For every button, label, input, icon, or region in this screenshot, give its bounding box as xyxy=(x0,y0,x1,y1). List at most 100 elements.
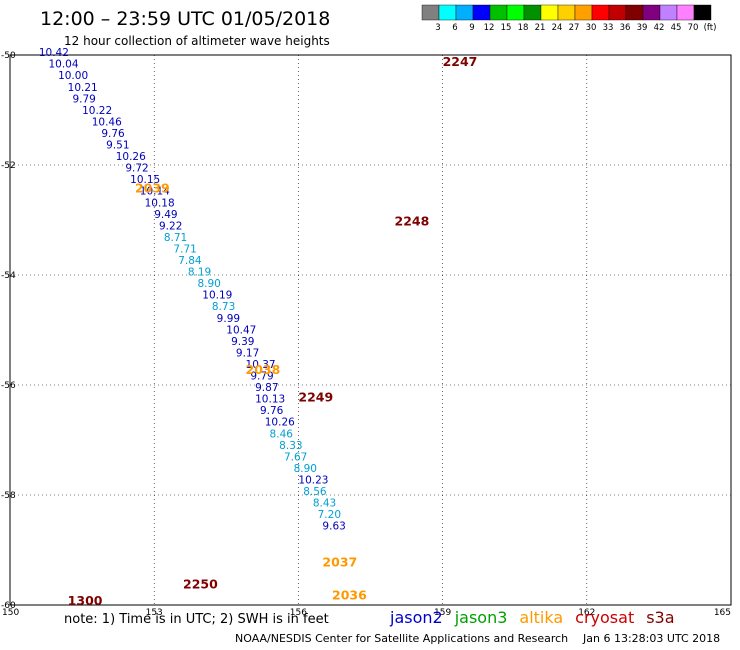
grid-lines xyxy=(10,55,731,605)
y-tick-label: -52 xyxy=(1,161,16,171)
time-label: 2249 xyxy=(298,390,333,405)
data-point-label: 7.20 xyxy=(318,509,341,521)
data-point-label: 9.99 xyxy=(217,313,240,325)
x-tick-label: 150 xyxy=(2,608,19,618)
time-label: 2037 xyxy=(322,555,357,570)
legend-label: 6 xyxy=(452,23,457,33)
legend-swatch xyxy=(693,4,712,21)
legend-swatch xyxy=(676,4,695,21)
data-point-label: 10.22 xyxy=(82,105,112,117)
data-point-label: 8.33 xyxy=(279,440,302,452)
time-label: 2036 xyxy=(332,588,367,603)
plot-area: 150 153 156 159 162 165 -50 -52 -54 -56 -58 -60 10.… xyxy=(1,47,732,618)
data-point-label: 9.79 xyxy=(250,371,273,383)
x-tick-label: 153 xyxy=(146,608,163,618)
legend-label: 70 xyxy=(688,23,699,33)
time-label: 2247 xyxy=(443,54,478,69)
data-point-label: 8.46 xyxy=(270,428,294,440)
satellite-legend: jason2 jason3 altika cryosat s3a xyxy=(389,608,675,627)
data-point-label: 10.13 xyxy=(255,394,285,406)
satellite-legend-item: s3a xyxy=(646,608,674,627)
legend-swatch xyxy=(523,4,542,21)
axis-tick-labels: 150 153 156 159 162 165 -50 -52 -54 -56 -58 -60 xyxy=(1,51,731,618)
legend-swatch xyxy=(625,4,644,21)
data-point-label: 9.87 xyxy=(255,382,278,394)
data-point-label: 10.00 xyxy=(58,70,88,82)
time-label: 2039 xyxy=(135,181,170,196)
data-point-label: 10.04 xyxy=(48,59,78,71)
data-point-label: 10.26 xyxy=(265,417,295,429)
data-point-label: 9.76 xyxy=(260,405,284,417)
data-point-label: 9.72 xyxy=(125,163,148,175)
legend-swatch xyxy=(659,4,678,21)
color-legend: 3 6 9 12 15 18 21 24 27 30 33 36 39 42 45 70 (ft) xyxy=(421,4,717,33)
x-tick-label: 165 xyxy=(714,608,731,618)
data-point-label: 9.39 xyxy=(231,336,254,348)
data-point-label: 9.76 xyxy=(101,128,125,140)
legend-label: 45 xyxy=(671,23,682,33)
legend-swatch xyxy=(506,4,525,21)
footer-credit: NOAA/NESDIS Center for Satellite Applica… xyxy=(235,632,568,645)
legend-label: 12 xyxy=(484,23,495,33)
legend-label: 39 xyxy=(637,23,648,33)
data-point-label: 10.21 xyxy=(68,82,98,94)
legend-swatch xyxy=(608,4,627,21)
data-point-label: 7.71 xyxy=(173,243,196,255)
y-tick-label: -56 xyxy=(1,381,16,391)
legend-label: 18 xyxy=(518,23,529,33)
legend-swatch xyxy=(540,4,559,21)
chart-title: 12:00 – 23:59 UTC 01/05/2018 xyxy=(40,8,330,30)
legend-label: (ft) xyxy=(704,23,717,33)
data-point-label: 10.46 xyxy=(92,116,122,128)
data-point-label: 10.19 xyxy=(202,290,232,302)
legend-label: 15 xyxy=(501,23,512,33)
data-point-label: 9.51 xyxy=(106,140,129,152)
legend-label: 30 xyxy=(586,23,597,33)
legend-label: 42 xyxy=(654,23,665,33)
legend-swatch xyxy=(591,4,610,21)
legend-label: 9 xyxy=(469,23,474,33)
data-point-label: 8.90 xyxy=(197,278,220,290)
legend-label: 27 xyxy=(569,23,580,33)
plot-frame xyxy=(9,54,732,606)
time-label: 1300 xyxy=(68,593,103,608)
satellite-legend-item: cryosat xyxy=(575,608,634,627)
chart-subtitle: 12 hour collection of altimeter wave hei… xyxy=(64,34,330,48)
data-point-label: 9.49 xyxy=(154,209,177,221)
data-point-label: 9.63 xyxy=(322,521,345,533)
data-point-label: 8.43 xyxy=(313,498,336,510)
time-label: 2250 xyxy=(183,577,218,592)
data-point-label: 10.15 xyxy=(130,174,160,186)
data-point-label: 10.37 xyxy=(246,359,276,371)
data-point-label: 10.23 xyxy=(298,474,328,486)
time-label: 2038 xyxy=(246,362,281,377)
x-tick-label: 156 xyxy=(290,608,307,618)
time-label: 2248 xyxy=(395,214,430,229)
legend-swatch xyxy=(489,4,508,21)
data-point-label: 10.26 xyxy=(116,151,146,163)
data-point-label: 10.42 xyxy=(39,47,69,59)
data-point-label: 10.18 xyxy=(145,197,175,209)
data-point-label: 9.22 xyxy=(159,220,182,232)
y-tick-label: -60 xyxy=(1,601,16,611)
legend-swatch xyxy=(557,4,576,21)
y-tick-label: -50 xyxy=(1,51,16,61)
legend-swatch xyxy=(455,4,474,21)
data-point-label: 8.56 xyxy=(303,486,327,498)
legend-label: 33 xyxy=(603,23,614,33)
legend-swatch xyxy=(642,4,661,21)
legend-label: 21 xyxy=(535,23,546,33)
note-text: note: 1) Time is in UTC; 2) SWH is in fe… xyxy=(64,612,329,627)
data-point-label: 7.67 xyxy=(284,451,307,463)
satellite-legend-item: altika xyxy=(519,608,563,627)
data-point-label: 8.19 xyxy=(188,267,211,279)
data-point-label: 8.73 xyxy=(212,301,235,313)
data-point-label: 9.79 xyxy=(72,93,95,105)
legend-label: 3 xyxy=(435,23,440,33)
legend-label: 24 xyxy=(552,23,563,33)
x-tick-label: 159 xyxy=(434,608,451,618)
data-point-label: 10.14 xyxy=(140,186,170,198)
satellite-legend-item: jason3 xyxy=(454,608,508,627)
